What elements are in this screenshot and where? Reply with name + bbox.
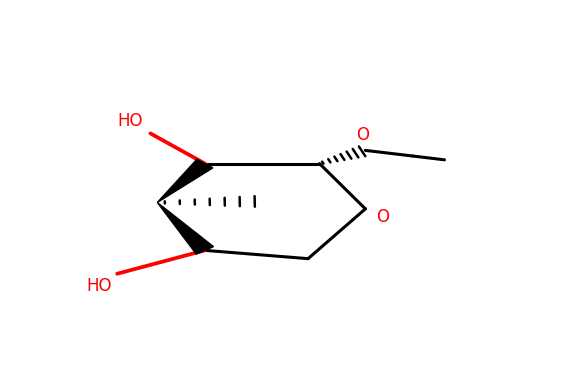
Text: HO: HO	[86, 277, 111, 295]
Polygon shape	[157, 159, 213, 203]
Text: HO: HO	[118, 112, 143, 130]
Text: O: O	[356, 126, 369, 144]
Polygon shape	[157, 203, 214, 254]
Text: O: O	[376, 208, 389, 226]
